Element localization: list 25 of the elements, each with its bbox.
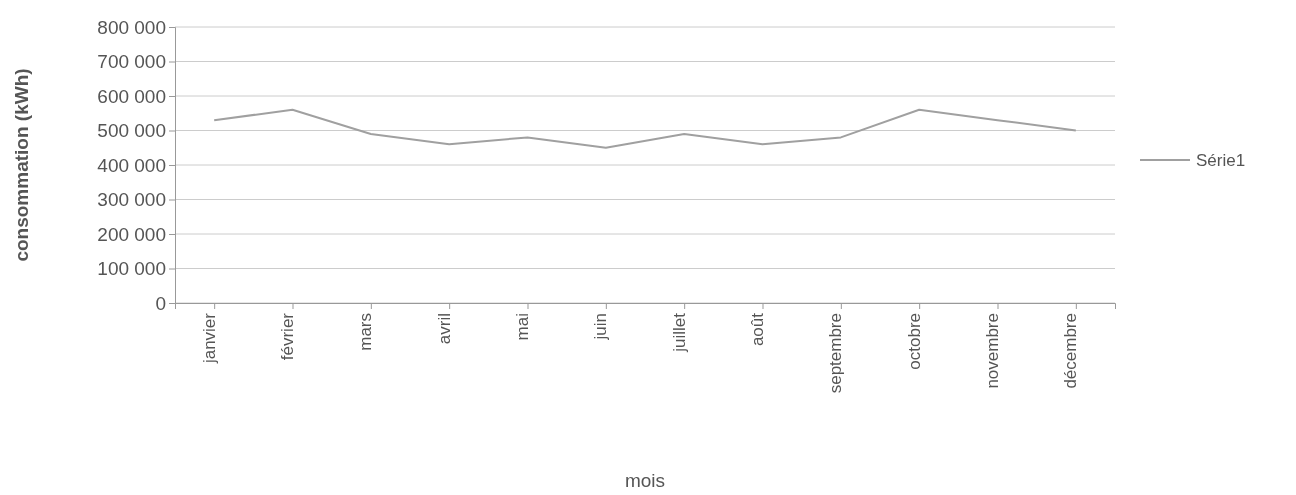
x-tick-label: mars <box>356 313 376 351</box>
x-tick-label: juin <box>591 313 611 341</box>
x-tick-label: décembre <box>1061 313 1081 389</box>
y-tick-label: 600 000 <box>97 85 166 107</box>
x-tick-label: août <box>747 312 767 347</box>
y-tick-label: 0 <box>155 292 166 314</box>
legend-label: Série1 <box>1196 150 1246 170</box>
y-tick-label: 800 000 <box>97 16 166 38</box>
x-tick-label: février <box>277 312 297 361</box>
x-tick-label: juillet <box>669 312 689 353</box>
y-axis-title: consommation (kWh) <box>11 68 32 262</box>
x-tick-label: octobre <box>904 313 924 370</box>
y-tick-label: 400 000 <box>97 154 166 176</box>
y-tick-label: 300 000 <box>97 189 166 211</box>
x-tick-label: septembre <box>826 313 846 394</box>
x-tick-label: mai <box>512 313 532 341</box>
y-tick-label: 200 000 <box>97 223 166 245</box>
x-tick-label: novembre <box>982 313 1002 389</box>
y-tick-label: 100 000 <box>97 258 166 280</box>
x-tick-label: avril <box>434 313 454 345</box>
line-series <box>213 108 1077 149</box>
y-tick-label: 700 000 <box>97 51 166 73</box>
y-tick-label: 500 000 <box>97 120 166 142</box>
x-axis-title: mois <box>624 470 666 491</box>
x-tick-label: janvier <box>199 312 219 365</box>
